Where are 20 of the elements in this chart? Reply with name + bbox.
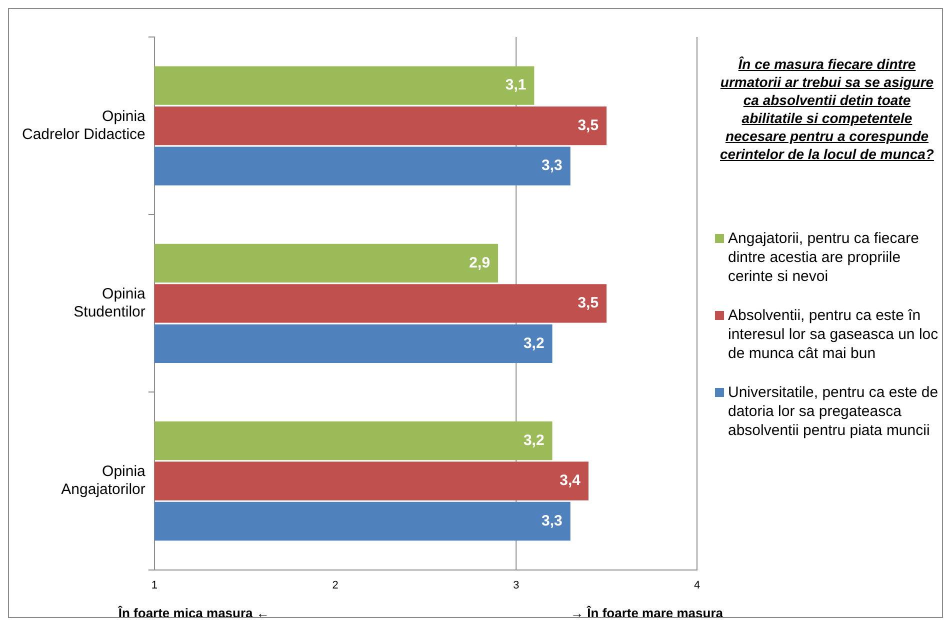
y-tick-label: Opinia Studentilor (74, 286, 146, 321)
data-label: 3,5 (578, 294, 599, 312)
data-label: 3,1 (505, 76, 526, 94)
data-label: 3,3 (542, 157, 562, 174)
x-tick-label: 3 (513, 579, 520, 592)
x-tick-label: 2 (332, 579, 338, 592)
data-label: 3,3 (542, 512, 562, 530)
y-tick-label: Opinia Angajatorilor (61, 463, 146, 498)
data-label: 3,4 (560, 472, 582, 490)
x-tick-label: 4 (694, 579, 700, 592)
x-tick-label: 1 (151, 579, 158, 592)
legend-label: Absolventii, pentru ca este în interesul lor sa gaseasca un loc de munca cât mai bun (728, 306, 939, 363)
legend-label: Angajatorii, pentru ca fiecare dintre acestia are propriile cerinte si nevoi (728, 229, 920, 286)
legend-title: În ce masura fiecare dintre urmatorii ar trebui sa se asigure ca absolventii detin toate abilitatile si competentele necesare pentru a corespunde cerintelor de la locul de munca? (719, 55, 935, 163)
legend-label: Universitatile, pentru ca este de datoria lor sa pregateasca absolventii pentru piata muncii (728, 383, 939, 440)
data-label: 3,2 (523, 432, 544, 449)
data-label: 3,2 (523, 334, 544, 352)
y-tick-label: Opinia Cadrelor Didactice (22, 108, 146, 143)
data-label: 3,5 (578, 116, 599, 134)
data-label: 2,9 (469, 254, 490, 272)
